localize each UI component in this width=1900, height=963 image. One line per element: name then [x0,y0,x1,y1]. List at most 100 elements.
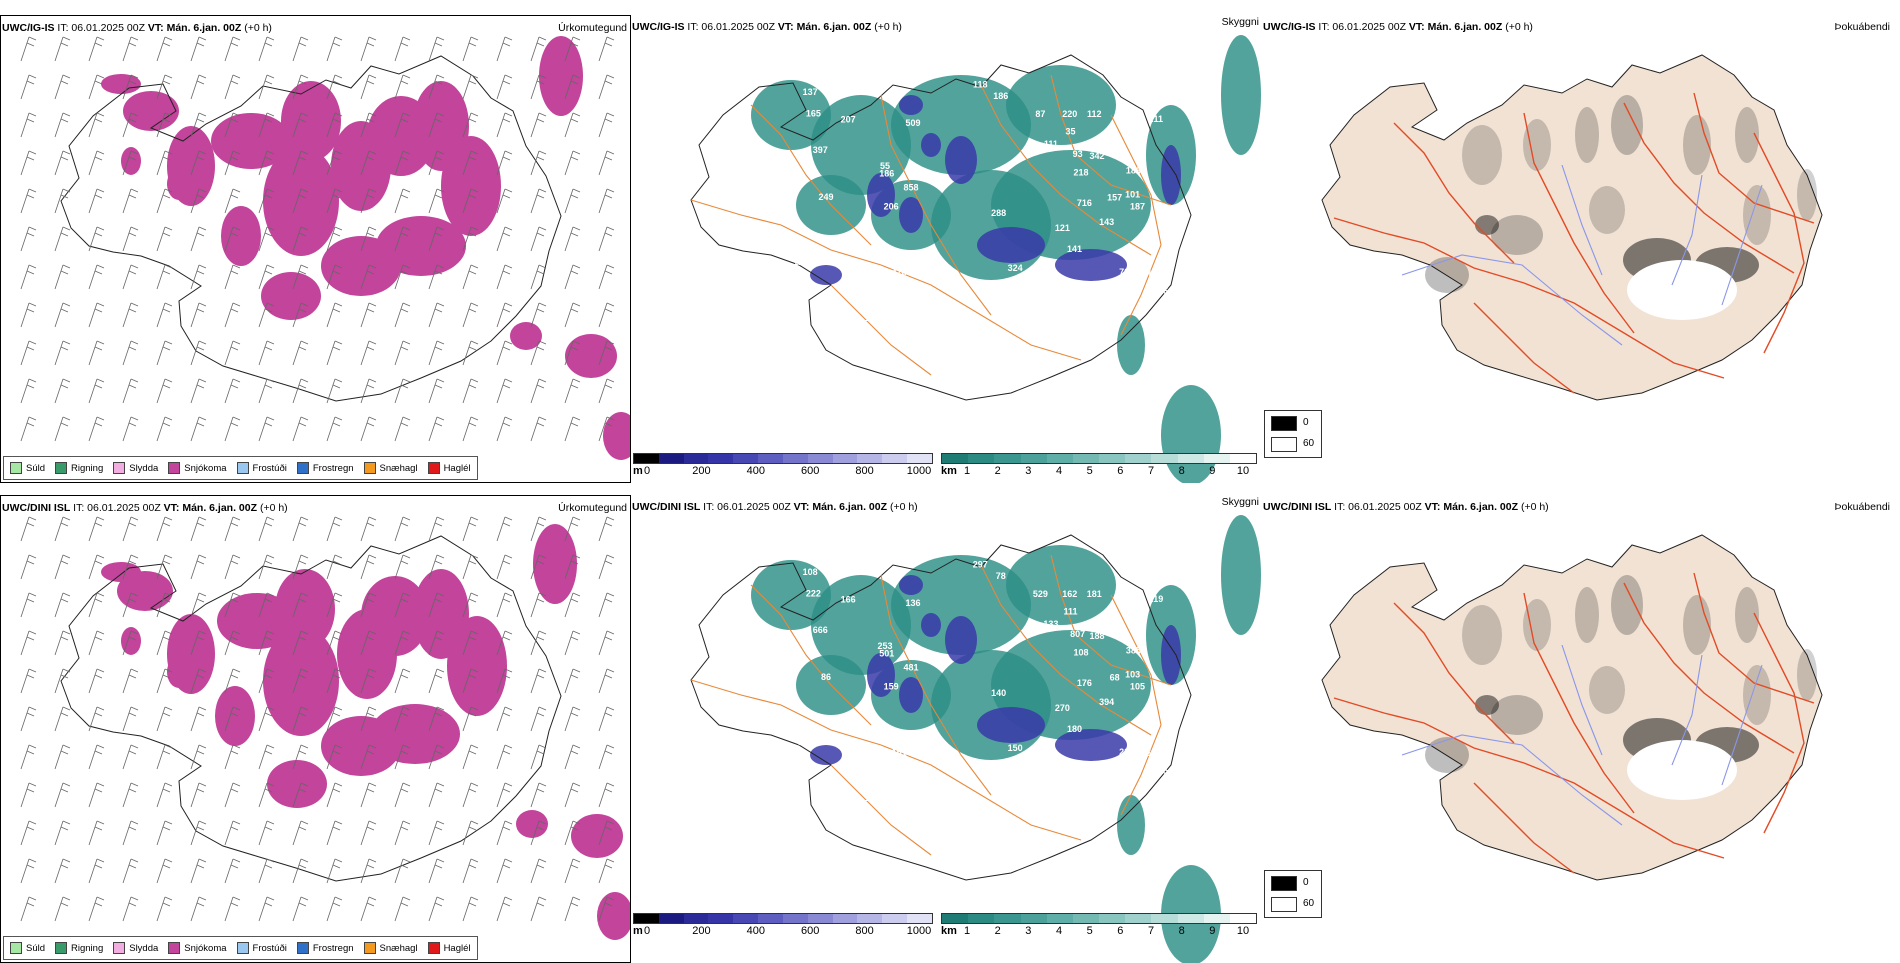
legend-label: Frostregn [312,942,354,954]
wind-barb [224,858,241,884]
colorbar-tick: 6 [1117,465,1124,477]
wind-barb [326,554,343,580]
wind-barb [122,378,139,404]
snow-area [167,168,191,200]
fog-legend: 0 60 [1264,870,1322,918]
low-visibility-area [810,745,842,765]
visibility-value: 151 [892,747,907,757]
wind-barb [326,782,343,808]
snow-area [321,716,401,776]
wind-barb [564,896,581,922]
legend-item: Frostúði [236,942,287,954]
wind-barb [326,302,343,328]
wind-barb [462,858,479,884]
wind-barb [190,264,207,290]
wind-barb [292,668,309,694]
snow-area [101,562,141,582]
wind-barb [20,112,37,138]
visibility-field [1117,315,1145,375]
legend-item: Frostregn [296,942,354,954]
wind-barb [462,592,479,618]
road [1110,114,1162,336]
wind-barb [292,516,309,542]
wind-barb [20,416,37,442]
wind-barb [190,516,207,542]
wind-barb [258,74,275,100]
wind-barb [156,668,173,694]
wind-barb [88,592,105,618]
visibility-value: 119 [961,313,976,323]
visibility-value: 108 [803,567,818,577]
road [980,564,1152,736]
wind-barb [326,668,343,694]
wind-barb [326,706,343,732]
low-visibility-area [1161,145,1181,205]
wind-barb [360,150,377,176]
visibility-value: 152 [961,793,976,803]
fog-legend-high: 0 [1303,417,1309,428]
wind-barb [496,416,513,442]
wind-barb [496,592,513,618]
wind-barb [462,782,479,808]
lead-time: (+0 h) [1505,21,1533,33]
valid-time: VT: Mán. 6.jan. 00Z [147,22,242,34]
wind-barb [360,744,377,770]
fog-shading [1611,95,1643,155]
wind-barb [54,592,71,618]
wind-barb [394,188,411,214]
fog-legend-white [1271,897,1297,912]
wind-barb [462,706,479,732]
colorbar-step [658,454,684,463]
visibility-value: 207 [841,114,856,124]
wind-barb [530,592,547,618]
legend-swatch [363,462,376,474]
wind-barb [428,36,445,62]
legend-label: Frostregn [312,462,354,474]
wind-barb [564,150,581,176]
road [1523,592,1635,814]
wind-barb [394,630,411,656]
fog-shading [1475,695,1499,715]
visibility-value: 121 [1055,223,1070,233]
colorbar-step [708,454,734,463]
low-visibility-area [921,613,941,637]
wind-barb [88,264,105,290]
colorbar-step [1177,914,1204,923]
road [1050,74,1172,206]
wind-barb [428,782,445,808]
wind-barb [224,706,241,732]
wind-barb [360,516,377,542]
wind-barb [462,112,479,138]
river [1561,164,1603,276]
valid-time: VT: Mán. 6.jan. 00Z [777,21,872,33]
model-name: UWC/DINI ISL [1263,501,1332,513]
wind-barb [224,592,241,618]
wind-barb [88,302,105,328]
wind-barb [462,896,479,922]
wind-barb [224,630,241,656]
wind-barb [394,516,411,542]
visibility-value: 666 [813,625,828,635]
legend-item: Haglél [427,462,471,474]
wind-barb [224,150,241,176]
fog-shading [1523,119,1551,171]
visibility-value: 141 [1067,244,1082,254]
colorbar-tick: 5 [1086,465,1093,477]
wind-barb [360,36,377,62]
visibility-value: 114 [997,284,1012,294]
wind-barb [292,896,309,922]
visibility-value: 68 [1110,672,1120,682]
legend-swatch [296,462,309,474]
wind-barb [326,378,343,404]
wind-barb [292,858,309,884]
wind-barb [360,302,377,328]
visibility-value: 86 [821,672,831,682]
wind-barb [20,858,37,884]
wind-barb [360,416,377,442]
wind-barb [530,782,547,808]
wind-barb [598,782,615,808]
valid-time: VT: Mán. 6.jan. 00Z [793,501,888,513]
wind-barb [54,516,71,542]
wind-barb [598,706,615,732]
colorbar-tick: 6 [1117,925,1124,937]
